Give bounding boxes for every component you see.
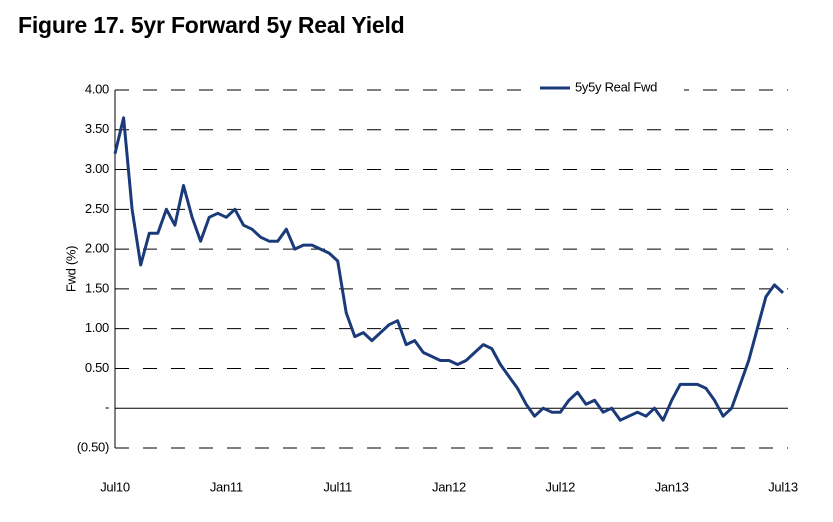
y-tick-label: 4.00 (85, 81, 109, 96)
y-tick-label: 1.50 (85, 280, 109, 295)
y-tick-label: 2.00 (85, 241, 109, 256)
data-line (113, 116, 785, 422)
x-tick-label: Jul10 (100, 479, 130, 494)
y-axis-label: Fwd (%) (63, 246, 78, 292)
x-tick-label: Jan13 (655, 479, 689, 494)
y-tick-label: 3.00 (85, 161, 109, 176)
x-tick-label: Jan11 (210, 479, 243, 494)
legend-bg (534, 78, 684, 98)
y-tick-label: (0.50) (77, 439, 109, 454)
y-tick-label: 1.00 (85, 320, 109, 335)
y-tick-label: 2.50 (85, 201, 109, 216)
legend-label: 5y5y Real Fwd (575, 79, 657, 94)
x-tick-label: Jul11 (323, 479, 352, 494)
y-tick-label: - (105, 400, 109, 415)
chart-title: Figure 17. 5yr Forward 5y Real Yield (18, 12, 405, 38)
y-tick-label: 0.50 (85, 360, 109, 375)
x-tick-label: Jan12 (432, 479, 466, 494)
x-tick-label: Jul12 (546, 479, 576, 494)
x-tick-label: Jul13 (768, 479, 798, 494)
y-tick-label: 3.50 (85, 121, 109, 136)
